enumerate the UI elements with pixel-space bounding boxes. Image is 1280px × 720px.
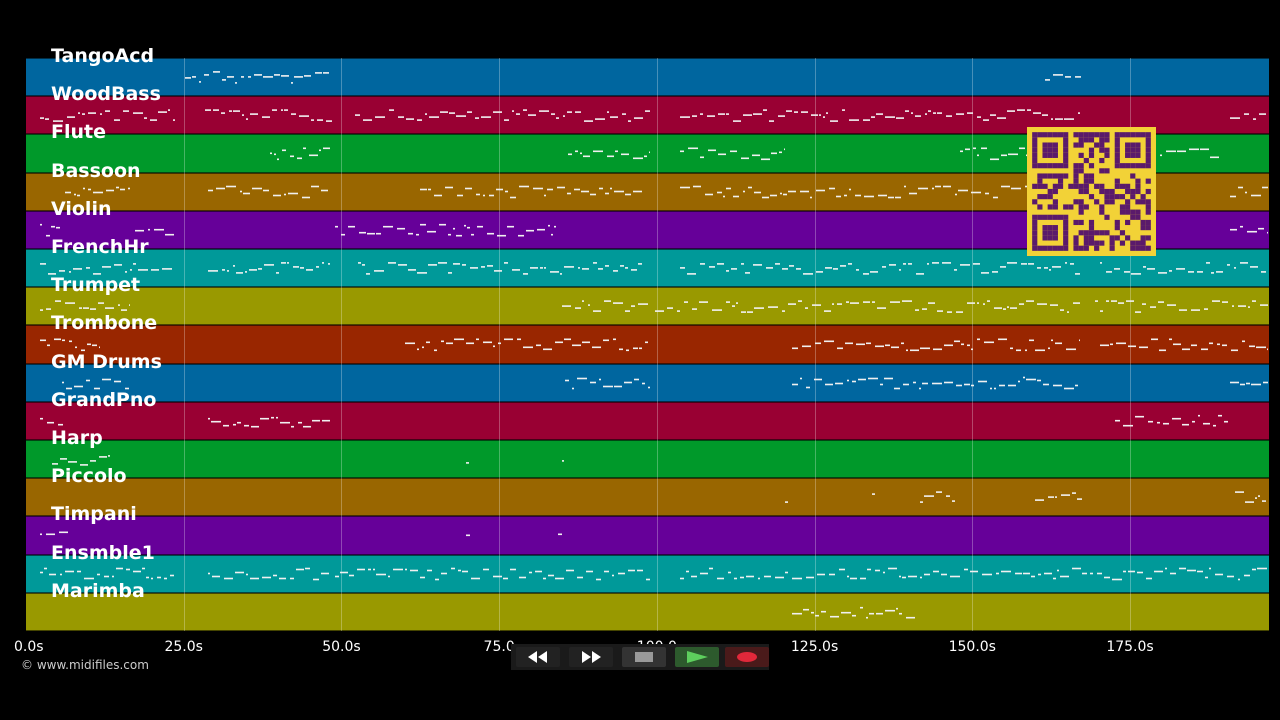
track-lane xyxy=(26,554,1269,593)
time-tick-label: 25.0s xyxy=(164,639,203,655)
copyright-credit: © www.midifiles.com xyxy=(21,658,149,672)
track-label: FrenchHr xyxy=(51,236,149,258)
rewind-button[interactable] xyxy=(516,647,560,667)
track-lane xyxy=(26,325,1269,364)
track-label: GrandPno xyxy=(51,388,157,411)
track-label: Trumpet xyxy=(51,274,141,297)
fast-forward-button[interactable] xyxy=(569,647,613,667)
qr-code-icon xyxy=(1027,127,1156,256)
time-tick-label: 50.0s xyxy=(322,639,361,655)
track-lane xyxy=(26,478,1269,517)
play-icon xyxy=(687,651,708,663)
track-label: WoodBass xyxy=(51,83,161,106)
track-label: Timpani xyxy=(51,503,137,526)
track-label: TangoAcd xyxy=(51,45,155,67)
track-lane xyxy=(26,401,1269,440)
track-label: Trombone xyxy=(51,312,158,335)
track-label: Piccolo xyxy=(51,465,127,488)
track-label: Bassoon xyxy=(51,159,141,182)
time-tick-label: 125.0s xyxy=(790,639,839,655)
rewind-icon xyxy=(528,651,547,663)
record-button[interactable] xyxy=(725,647,769,667)
grid-line xyxy=(972,58,974,631)
grid-line xyxy=(656,58,658,631)
track-lane xyxy=(26,363,1269,402)
track-label: Ensmble1 xyxy=(51,541,155,564)
time-tick-label: 0.0s xyxy=(14,639,44,655)
track-lane xyxy=(26,58,1269,97)
grid-line xyxy=(183,58,185,631)
stop-icon xyxy=(635,652,653,662)
fast-forward-icon xyxy=(582,651,601,663)
track-label: Flute xyxy=(51,121,106,144)
track-lane xyxy=(26,592,1269,631)
grid-line xyxy=(814,58,816,631)
track-label: GM Drums xyxy=(51,350,162,373)
track-label: Violin xyxy=(51,197,112,220)
play-button[interactable] xyxy=(675,647,719,667)
track-lane xyxy=(26,440,1269,479)
stop-button[interactable] xyxy=(622,647,666,667)
time-tick-label: 75.0 xyxy=(483,639,515,655)
track-lane xyxy=(26,516,1269,555)
record-icon xyxy=(737,652,757,662)
transport-controls xyxy=(511,644,769,670)
time-tick-label: 175.0s xyxy=(1106,639,1154,655)
track-lane xyxy=(26,287,1269,326)
grid-line xyxy=(1130,58,1131,631)
grid-line xyxy=(341,58,343,631)
grid-line xyxy=(499,58,501,631)
time-tick-label: 150.0s xyxy=(948,639,996,655)
track-label: Marimba xyxy=(51,579,145,602)
track-label: Harp xyxy=(51,427,103,449)
